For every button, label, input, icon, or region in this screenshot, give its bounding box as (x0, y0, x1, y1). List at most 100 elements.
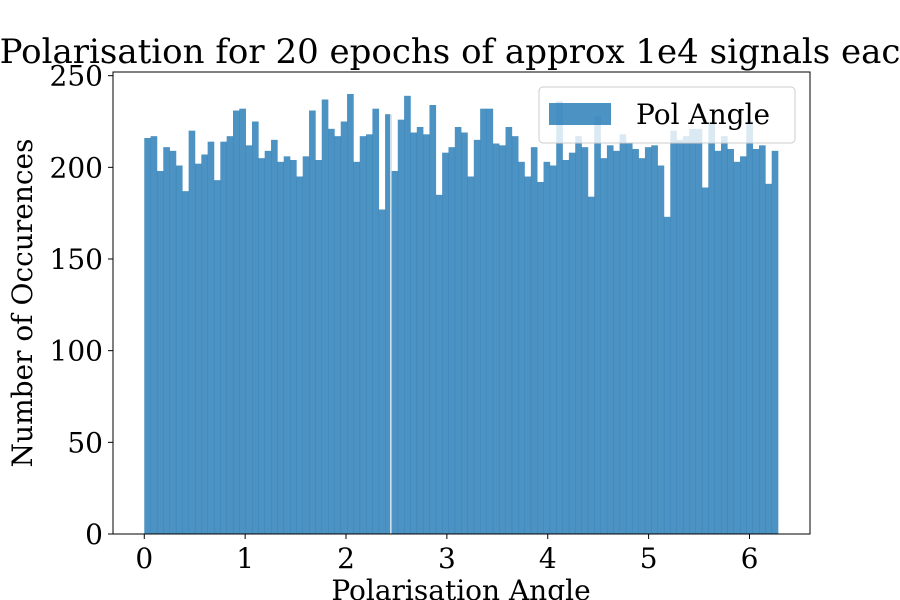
y-tick-label: 150 (50, 243, 103, 276)
histogram-bar (410, 132, 418, 534)
histogram-bar (619, 134, 627, 534)
histogram-bar (682, 136, 690, 535)
y-axis-label: Number of Occurences (6, 139, 39, 468)
histogram-bar (309, 110, 316, 534)
histogram-bar (328, 128, 335, 534)
histogram-bar (442, 152, 449, 535)
histogram-bar (518, 161, 525, 534)
histogram-bar (207, 141, 215, 535)
x-axis: 0 1 2 3 4 5 6 (135, 534, 758, 575)
histogram-bar (385, 114, 392, 535)
histogram-bar (746, 121, 753, 534)
histogram-bar (156, 171, 164, 534)
histogram-bar (530, 147, 538, 535)
histogram-bar (321, 99, 329, 534)
histogram-bar (740, 156, 747, 534)
histogram-bar (404, 95, 411, 534)
histogram-bar (277, 161, 284, 534)
histogram-bar (302, 156, 310, 534)
chart-title: Polarisation for 20 epochs of approx 1e4… (0, 32, 900, 72)
histogram-bar (461, 132, 468, 534)
histogram-bar (606, 145, 614, 534)
histogram-bar (638, 158, 646, 535)
histogram-bar (391, 171, 399, 534)
histogram-bar (511, 136, 519, 535)
histogram-bar (340, 121, 348, 534)
y-tick-label: 50 (67, 426, 103, 459)
histogram-bar (423, 134, 430, 534)
histogram-bar (283, 156, 291, 534)
histogram-bar (220, 141, 227, 535)
histogram-bar (239, 108, 246, 535)
legend-box (538, 86, 796, 144)
x-tick-label: 0 (135, 542, 153, 575)
histogram-bar (701, 187, 709, 534)
histogram-bar (169, 150, 177, 534)
x-tick-label: 5 (640, 542, 658, 575)
histogram-bar (213, 180, 221, 535)
legend: Pol Angle (538, 86, 796, 144)
histogram-bar (435, 194, 443, 534)
histogram-bar (378, 209, 386, 534)
histogram-bar (771, 150, 779, 534)
histogram-bar (397, 119, 405, 535)
x-tick-label: 6 (741, 542, 759, 575)
histogram-bar (720, 136, 728, 535)
histogram-bar (480, 108, 487, 535)
histogram-bar (581, 147, 589, 535)
histogram-bar (651, 145, 658, 534)
histogram-bar (188, 130, 196, 535)
histogram-bar (765, 183, 772, 534)
y-tick-label: 250 (50, 60, 103, 93)
histogram-bar (543, 161, 551, 534)
x-tick-label: 2 (337, 542, 355, 575)
bars-group (144, 72, 779, 535)
legend-swatch (549, 103, 611, 125)
histogram-bar (201, 154, 208, 534)
y-tick-label: 200 (50, 151, 103, 184)
y-tick-label: 100 (50, 335, 103, 368)
histogram-bar (271, 139, 278, 534)
histogram-bar (372, 108, 380, 535)
histogram-bar (714, 150, 722, 534)
histogram-bar (175, 165, 183, 534)
histogram-bar (226, 136, 234, 535)
histogram-bar (733, 161, 741, 534)
histogram-bar (144, 138, 151, 534)
y-axis: 0 50 100 150 200 250 (50, 60, 113, 551)
histogram-bar (594, 116, 601, 534)
histogram-bar (524, 176, 532, 534)
histogram-bar (600, 158, 608, 535)
histogram-bar (670, 130, 677, 535)
histogram-bar (727, 149, 734, 534)
histogram-bar (632, 149, 639, 534)
histogram-bar (492, 143, 500, 534)
histogram-bar (416, 127, 424, 534)
histogram-bar (657, 165, 665, 534)
histogram-bar (359, 136, 367, 535)
histogram-bar (499, 145, 506, 534)
legend-label: Pol Angle (636, 98, 770, 131)
histogram-bar (587, 196, 595, 535)
histogram-bar (549, 165, 557, 534)
x-tick-label: 1 (236, 542, 254, 575)
histogram-bar (689, 128, 696, 534)
histogram-bar (194, 163, 202, 535)
histogram-bar (290, 160, 297, 534)
histogram-bar (245, 145, 253, 534)
histogram-bar (150, 136, 158, 535)
histogram-bar (556, 101, 563, 534)
histogram-bar (264, 150, 272, 534)
histogram-bar (182, 191, 189, 535)
histogram-bar (366, 134, 373, 534)
histogram-bar (448, 147, 456, 535)
x-axis-label: Polarisation Angle (331, 574, 590, 600)
histogram-bar (486, 108, 494, 535)
histogram-bar (232, 110, 240, 534)
histogram-bar (252, 121, 259, 534)
histogram-bar (575, 136, 582, 535)
histogram-bar (625, 143, 633, 534)
plot-frame (112, 71, 811, 535)
histogram-bar (505, 127, 513, 534)
